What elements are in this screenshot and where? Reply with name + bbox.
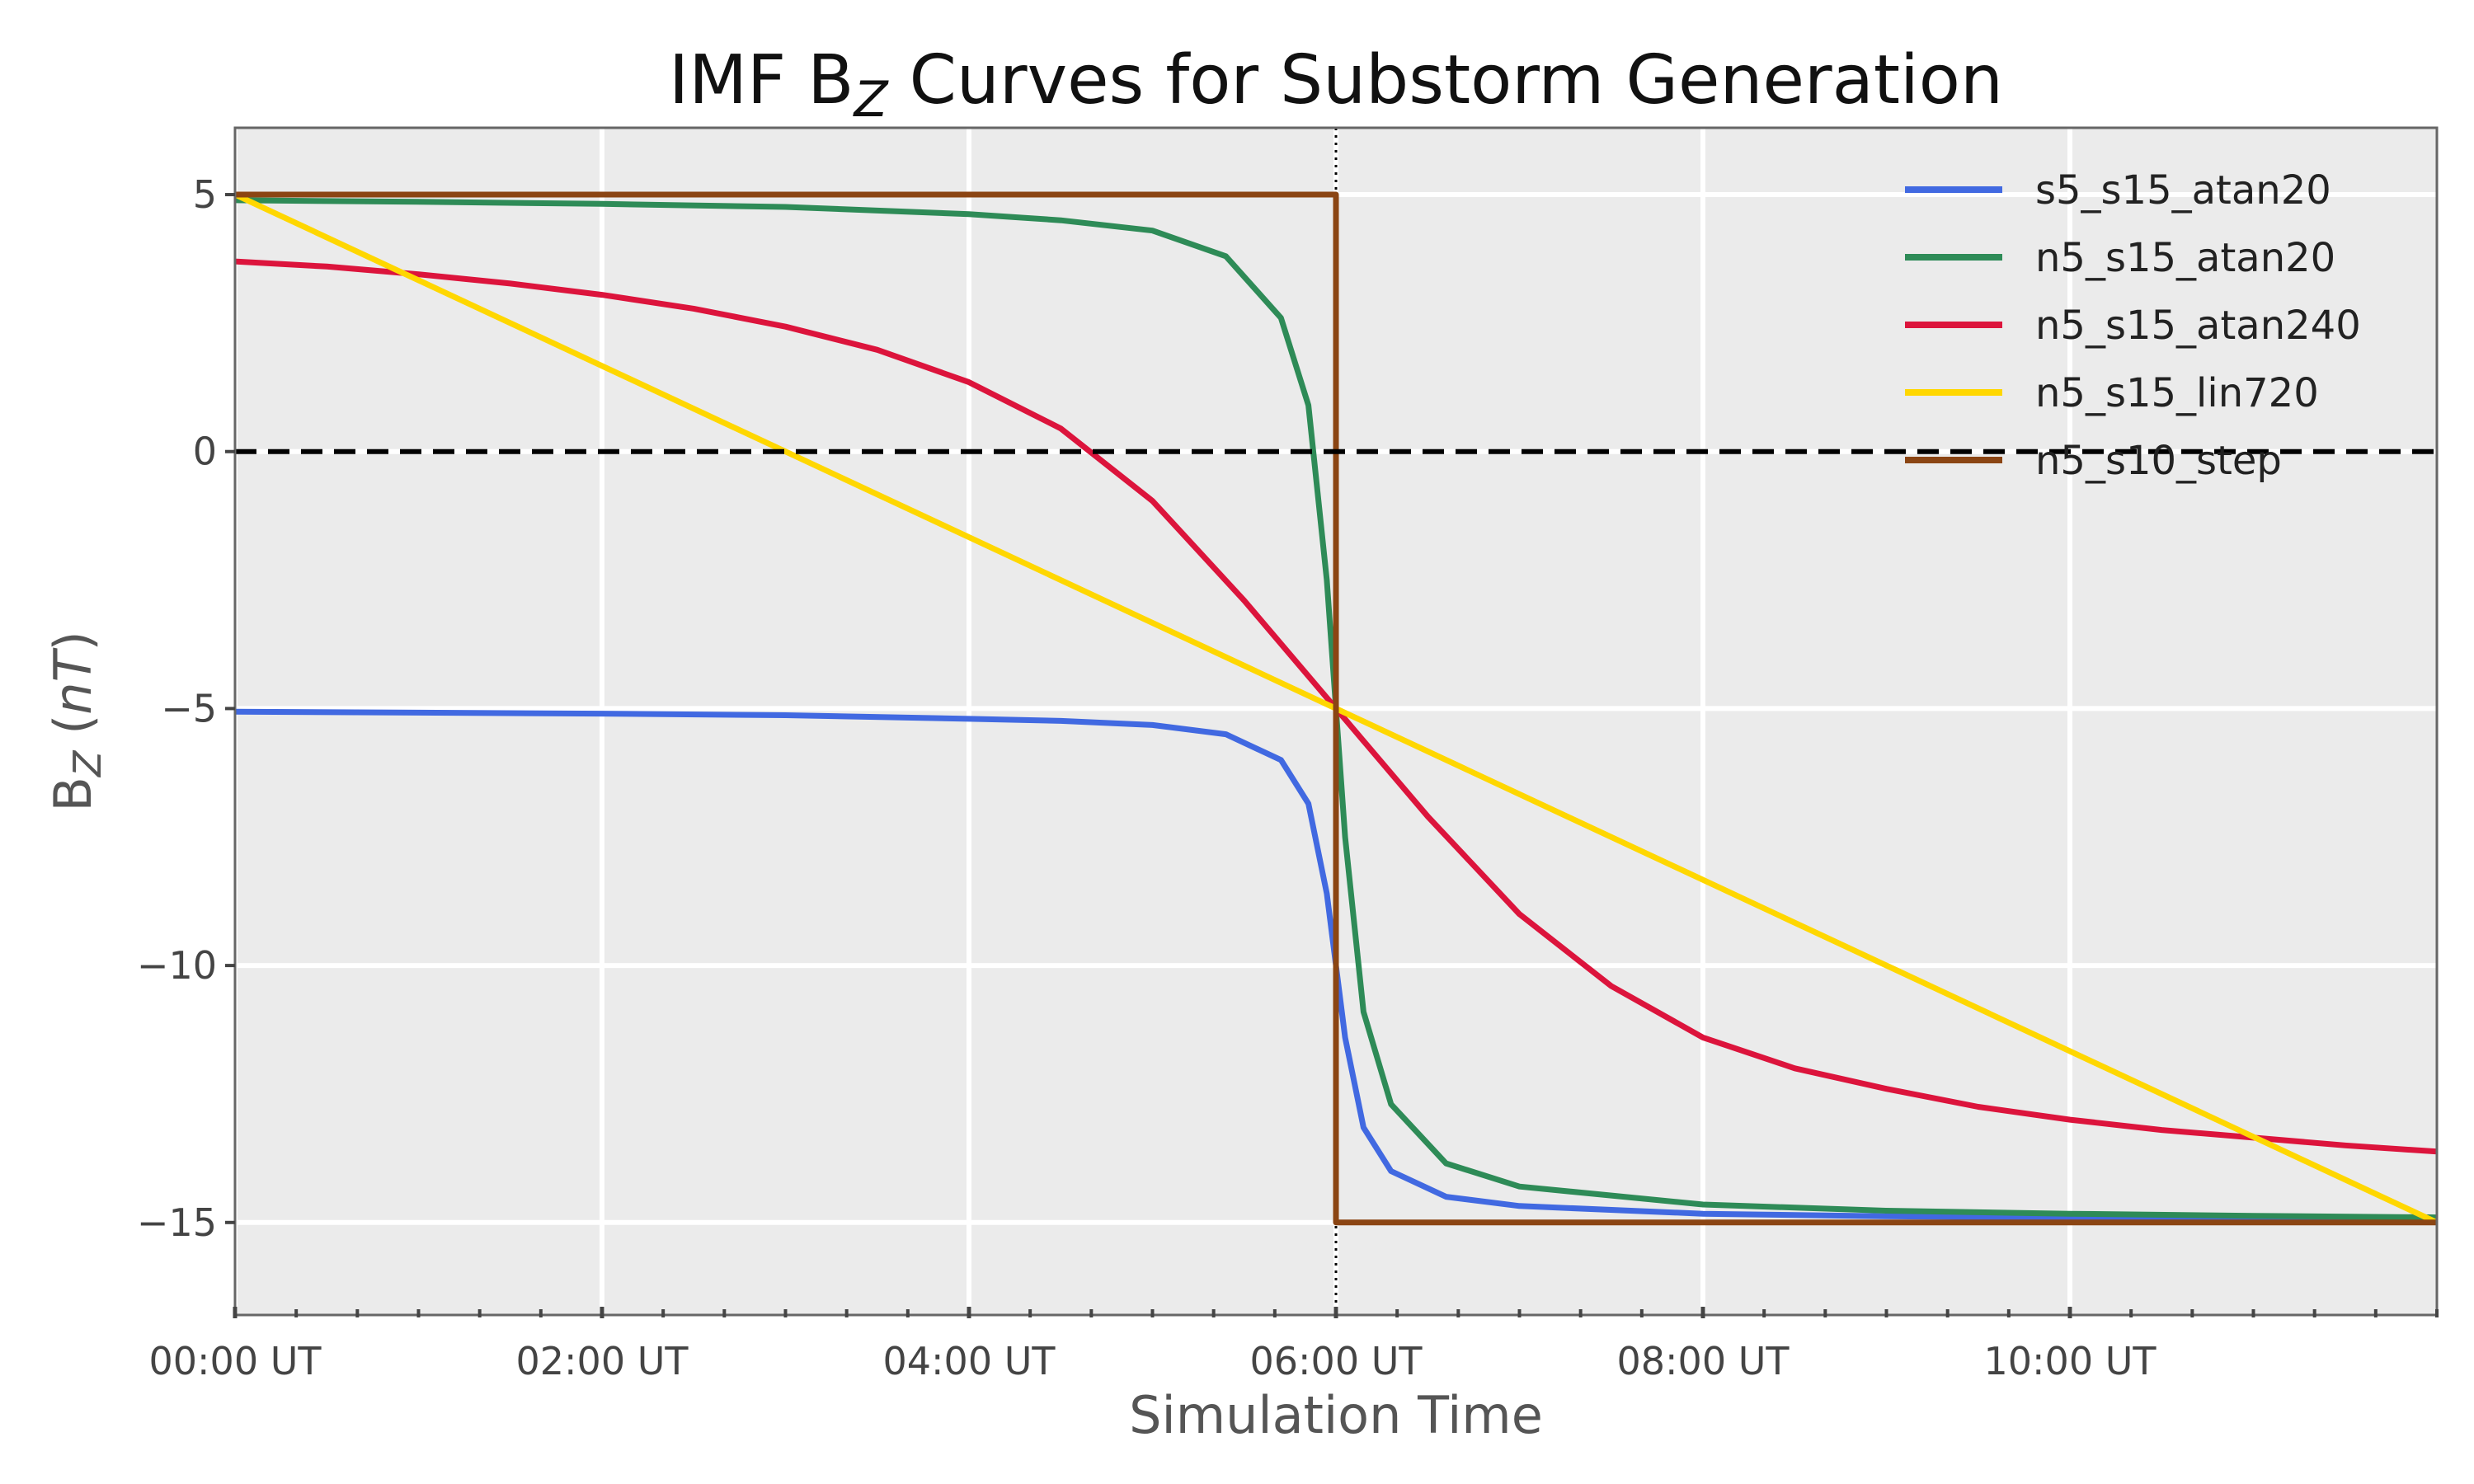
ylabel-main: B	[43, 777, 103, 812]
x-tick-label: 06:00 UT	[1250, 1339, 1423, 1383]
x-tick-label: 04:00 UT	[883, 1339, 1056, 1383]
axis-ticks: 00:00 UT 02:00 UT 04:00 UT 06:00 UT 08:00 UT…	[137, 172, 2439, 1383]
legend-label: n5_s10_step	[2035, 438, 2282, 484]
x-tick-label: 02:00 UT	[516, 1339, 689, 1383]
chart-title: IMF BZ Curves for Substorm Generation	[669, 41, 2003, 129]
ylabel-rest: (	[43, 715, 103, 751]
legend-label: n5_s15_atan240	[2035, 303, 2361, 349]
y-tick-label: −15	[137, 1200, 217, 1245]
title-subscript: Z	[852, 71, 889, 129]
ylabel-unit: nT	[43, 647, 103, 714]
legend-label: n5_s15_atan20	[2035, 235, 2335, 281]
ylabel-subscript: Z	[65, 749, 110, 778]
series-line-n5_s10_step	[235, 191, 2437, 1226]
x-axis-label: Simulation Time	[1129, 1385, 1543, 1445]
y-tick-label: −5	[161, 686, 217, 730]
y-axis-label: BZ (nT)	[43, 631, 110, 811]
series-line-n5_s15_atan20	[234, 197, 2438, 1221]
series-layer	[233, 191, 2439, 1226]
y-tick-label: 5	[193, 172, 217, 217]
x-tick-label: 10:00 UT	[1984, 1339, 2157, 1383]
legend: s5_s15_atan20 n5_s15_atan20 n5_s15_atan240…	[1905, 167, 2361, 484]
title-main: IMF B	[669, 41, 854, 120]
ylabel-close: )	[43, 631, 103, 650]
x-tick-label: 00:00 UT	[149, 1339, 322, 1383]
x-tick-label: 08:00 UT	[1617, 1339, 1790, 1383]
y-tick-label: 0	[193, 430, 217, 474]
series-line-s5_s15_atan20	[234, 708, 2438, 1223]
title-rest: Curves for Substorm Generation	[888, 41, 2003, 120]
y-tick-label: −10	[137, 943, 217, 988]
legend-label: s5_s15_atan20	[2035, 167, 2331, 214]
legend-label: n5_s15_lin720	[2035, 370, 2319, 416]
